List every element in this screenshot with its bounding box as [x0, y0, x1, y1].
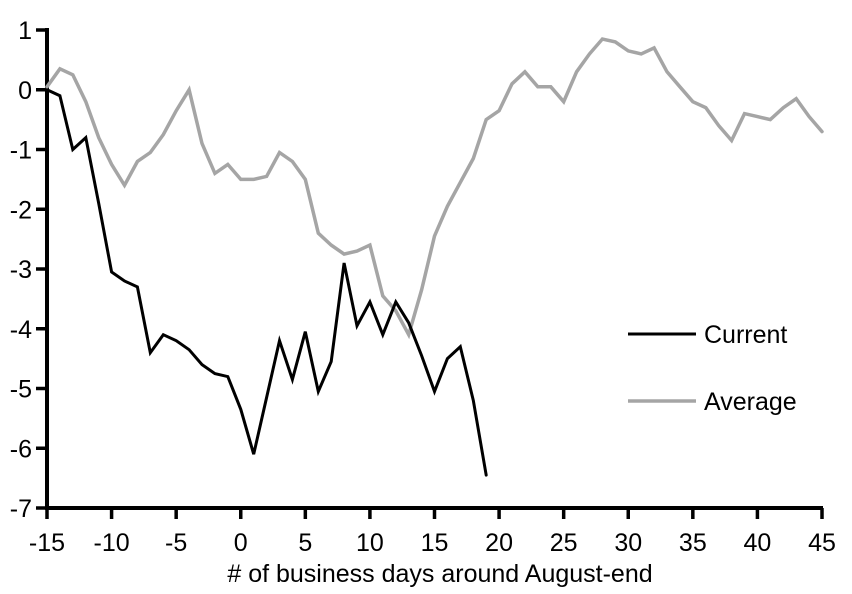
axes [36, 28, 824, 519]
x-tick-label: 40 [744, 529, 772, 557]
legend: Current Average [628, 321, 797, 416]
y-tick-label: 1 [18, 17, 32, 45]
x-axis-title: # of business days around August-end [227, 560, 652, 588]
y-tick-label: 0 [18, 77, 32, 105]
y-tick-label: -7 [10, 495, 32, 523]
y-tick-label: -3 [10, 256, 32, 284]
x-tick-label: 5 [298, 529, 312, 557]
current-series-line [45, 88, 488, 477]
data-series [45, 37, 824, 477]
y-tick-label: -4 [10, 316, 32, 344]
legend-label-average: Average [704, 388, 797, 416]
x-axis-tick-labels: -15 -10 -5 0 5 10 15 20 25 30 35 40 45 [29, 529, 836, 557]
y-tick-label: -2 [10, 196, 32, 224]
x-tick-label: 45 [808, 529, 836, 557]
x-tick-label: 25 [550, 529, 578, 557]
x-tick-label: 15 [421, 529, 449, 557]
x-tick-label: 0 [234, 529, 248, 557]
x-tick-label: 30 [614, 529, 642, 557]
y-tick-label: -5 [10, 376, 32, 404]
x-tick-label: -15 [29, 529, 65, 557]
y-tick-label: -6 [10, 435, 32, 463]
x-tick-label: -10 [94, 529, 130, 557]
legend-item-average: Average [628, 388, 797, 416]
y-tick-label: -1 [10, 137, 32, 165]
y-axis-ticks [36, 28, 45, 510]
average-series-line [45, 37, 824, 340]
y-axis-tick-labels: 1 0 -1 -2 -3 -4 -5 -6 -7 [10, 17, 32, 523]
x-axis-ticks [45, 508, 824, 519]
x-tick-label: 35 [679, 529, 707, 557]
legend-label-current: Current [704, 321, 787, 349]
x-tick-label: 20 [485, 529, 513, 557]
x-tick-label: -5 [165, 529, 187, 557]
x-tick-label: 10 [356, 529, 384, 557]
legend-item-current: Current [628, 321, 787, 349]
